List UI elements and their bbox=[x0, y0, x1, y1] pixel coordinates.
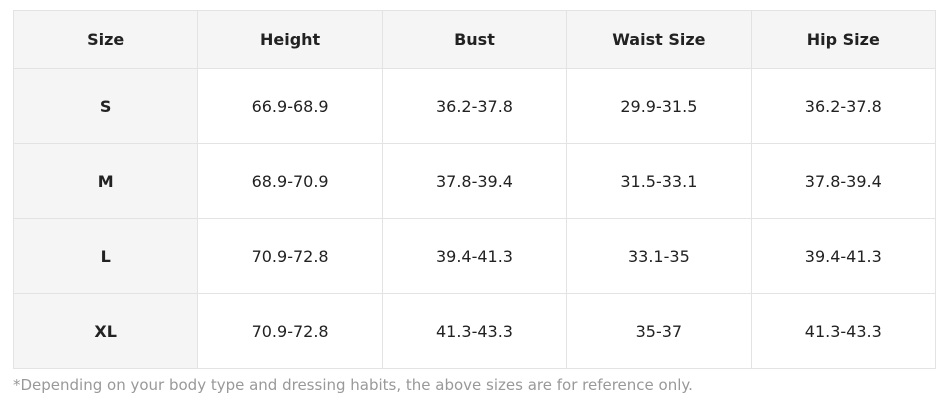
size-cell: L bbox=[12, 218, 199, 294]
table-body: S 66.9-68.9 36.2-37.8 29.9-31.5 36.2-37.8 M 68… bbox=[12, 68, 937, 369]
table-cell: 41.3-43.3 bbox=[750, 293, 937, 369]
size-cell: XL bbox=[12, 293, 199, 369]
table-cell: 70.9-72.8 bbox=[197, 218, 383, 294]
table-cell: 29.9-31.5 bbox=[566, 68, 752, 144]
header-cell: Bust bbox=[381, 10, 568, 69]
table-cell: 39.4-41.3 bbox=[750, 218, 937, 294]
table-row: S 66.9-68.9 36.2-37.8 29.9-31.5 36.2-37.8 bbox=[12, 68, 937, 144]
table-cell: 70.9-72.8 bbox=[197, 293, 383, 369]
table-row: L 70.9-72.8 39.4-41.3 33.1-35 39.4-41.3 bbox=[12, 218, 937, 294]
table-cell: 66.9-68.9 bbox=[197, 68, 383, 144]
table-cell: 41.3-43.3 bbox=[381, 293, 568, 369]
table-cell: 37.8-39.4 bbox=[381, 143, 568, 219]
size-cell: M bbox=[12, 143, 199, 219]
header-cell: Size bbox=[12, 10, 199, 69]
table-cell: 39.4-41.3 bbox=[381, 218, 568, 294]
table-cell: 68.9-70.9 bbox=[197, 143, 383, 219]
header-cell: Height bbox=[197, 10, 383, 69]
header-row: Size Height Bust Waist Size Hip Size bbox=[12, 10, 937, 69]
table-cell: 36.2-37.8 bbox=[750, 68, 937, 144]
table-cell: 37.8-39.4 bbox=[750, 143, 937, 219]
table-cell: 33.1-35 bbox=[566, 218, 752, 294]
table-cell: 36.2-37.8 bbox=[381, 68, 568, 144]
header-cell: Waist Size bbox=[566, 10, 752, 69]
table-row: M 68.9-70.9 37.8-39.4 31.5-33.1 37.8-39.4 bbox=[12, 143, 937, 219]
header-cell: Hip Size bbox=[750, 10, 937, 69]
size-table: Size Height Bust Waist Size Hip Size S 66.9-6… bbox=[12, 10, 937, 369]
size-cell: S bbox=[12, 68, 199, 144]
table-cell: 35-37 bbox=[566, 293, 752, 369]
table-cell: 31.5-33.1 bbox=[566, 143, 752, 219]
table-row: XL 70.9-72.8 41.3-43.3 35-37 41.3-43.3 bbox=[12, 293, 937, 369]
footnote: *Depending on your body type and dressin… bbox=[13, 376, 693, 394]
